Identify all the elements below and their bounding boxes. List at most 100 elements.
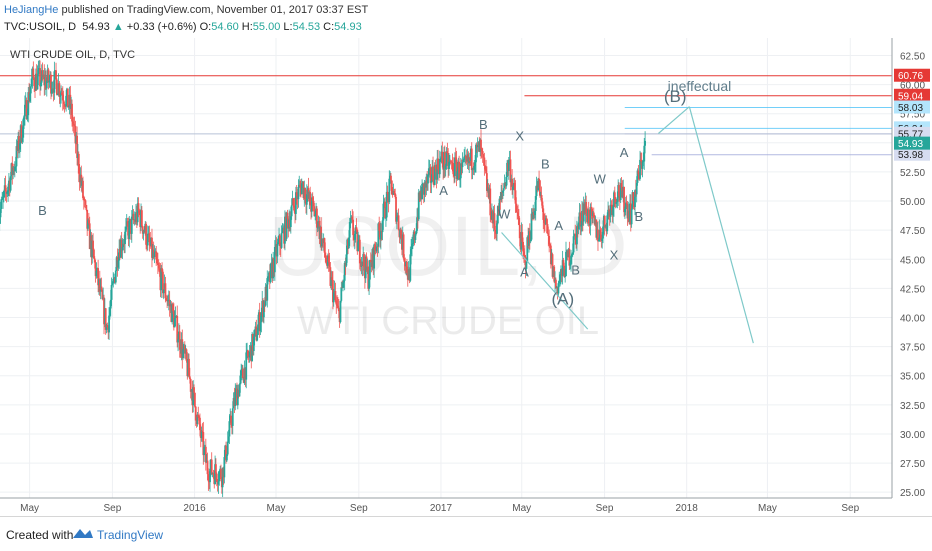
y-tick-label: 27.50 [900,459,925,470]
candle-body [74,125,77,144]
candle-body [203,447,206,456]
y-tick-label: 57.50 [900,110,925,121]
candle-body [227,436,230,442]
candle-body [21,137,24,142]
candle-body [614,199,617,204]
candle-body [198,417,201,419]
wave-label[interactable]: A [554,218,563,233]
candle-body [343,262,346,281]
x-tick-label: May [512,503,531,514]
candle-body [555,279,557,288]
author-link[interactable]: HeJiangHe [4,4,59,16]
candle-body [597,239,600,242]
candle-body [289,216,292,228]
candle-body [615,202,618,204]
wave-label[interactable]: X [515,128,524,143]
candle-body [29,93,31,101]
candle-body [509,159,512,183]
candle-body [199,417,201,431]
wave-label[interactable]: W [594,172,607,187]
candle-body [541,201,544,209]
candle-body [618,185,620,197]
candle-body [591,208,593,216]
candle-body [104,308,107,330]
candle-body [384,201,386,219]
y-tick-label: 30.00 [900,430,925,441]
x-tick-label: Sep [350,503,368,514]
candle-body [67,106,70,108]
candle-body [337,307,340,312]
wave-label[interactable]: A [520,265,529,280]
wave-label[interactable]: B [38,203,47,218]
candle-body [561,260,564,276]
candle-body [336,304,339,306]
wave-label[interactable]: A [620,145,629,160]
candle-body [50,89,53,94]
candle-body [165,297,168,301]
candle-body [423,182,426,195]
candle-body [193,387,195,393]
tradingview-brand[interactable]: TradingView [97,528,164,542]
candle-body [409,254,412,281]
x-tick-label: 2017 [430,503,453,514]
candle-body [23,116,25,120]
candle-body [470,148,473,171]
candle-body [429,167,432,183]
candle-body [368,279,370,289]
candle-body [117,260,120,268]
candle-body [207,474,210,482]
wave-label[interactable]: (A) [551,290,574,309]
candle-body [188,376,191,380]
axes: 62.5060.0057.5055.0052.5050.0047.5045.00… [0,38,930,514]
candle-body [98,279,101,292]
candle-body [553,266,556,282]
wave-label[interactable]: B [541,156,550,171]
candle-body [85,204,88,210]
candle-body [459,178,461,180]
candle-body [146,233,149,246]
candle-body [600,234,603,241]
candle-body [637,170,640,175]
candle-body [0,209,2,218]
candle-body [189,379,192,392]
candle-body [625,202,628,204]
wave-label[interactable]: (B) [664,87,687,106]
candle-body [577,222,580,229]
candle-body [157,265,160,269]
candle-body [323,238,326,253]
price-chart[interactable]: USOIL, D WTI CRUDE OIL ineffectual B B A X W… [0,38,932,516]
candle-body [313,206,316,217]
candle-body [14,166,17,168]
candle-body [121,247,124,251]
wave-label[interactable]: X [610,247,619,262]
candle-body [501,190,504,193]
candle-body [385,191,388,218]
wave-label[interactable]: B [479,117,488,132]
candle-body [498,198,501,216]
y-tick-label: 47.50 [900,226,925,237]
candle-body [441,151,444,164]
candle-body [493,213,496,230]
candle-body [620,183,623,188]
candle-body [574,233,577,235]
wave-trend-line[interactable] [688,106,754,344]
candle-body [109,299,112,309]
candle-body [602,226,604,239]
candle-body [247,350,249,357]
tradingview-logo-icon[interactable] [72,526,94,540]
candle-body [12,167,15,175]
x-tick-label: Sep [841,503,859,514]
candle-body [616,197,619,203]
candle-body [226,441,229,455]
candle-body [339,300,342,323]
candle-body [342,282,344,288]
wave-trend-line[interactable] [658,106,690,134]
candle-body [300,183,303,195]
wave-label[interactable]: B [635,209,644,224]
wave-label[interactable]: A [439,183,448,198]
wave-label[interactable]: W [498,207,511,222]
candle-body [514,190,517,204]
wave-trend-line[interactable] [501,232,589,330]
candle-body [161,268,163,272]
wave-label[interactable]: B [571,262,580,277]
